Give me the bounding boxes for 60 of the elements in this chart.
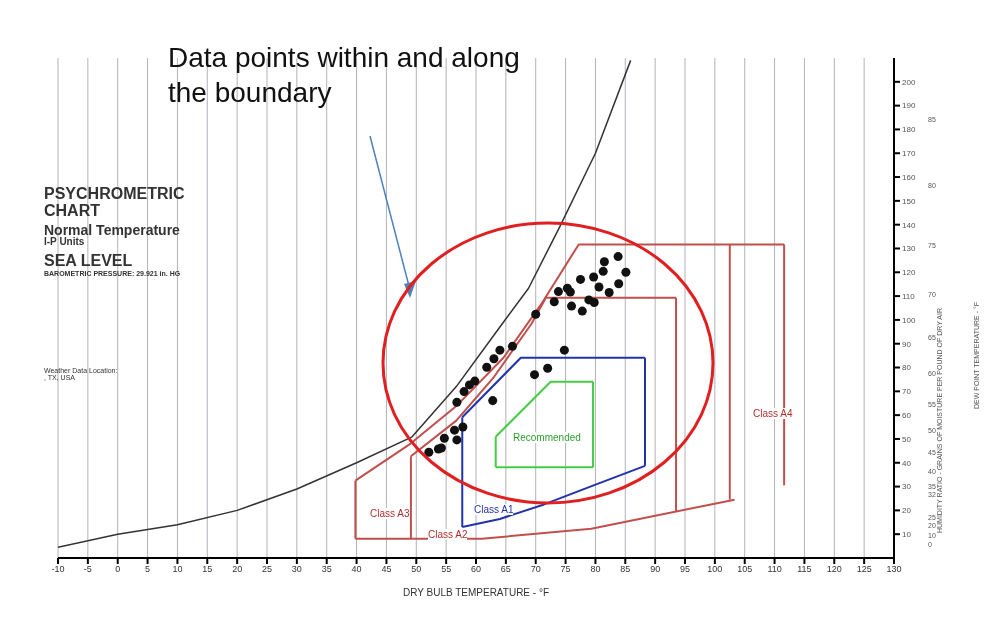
y-tick-label: 140	[902, 220, 916, 230]
y-tick-label: 20	[902, 506, 912, 516]
x-tick-label: 45	[381, 564, 392, 575]
y-tick-label: 80	[902, 363, 912, 373]
y-tick-label: 120	[902, 268, 916, 278]
x-tick-label: 55	[441, 564, 452, 575]
x-tick-label: 85	[620, 564, 631, 575]
text: Normal Temperature	[44, 221, 181, 238]
annotation: Class A3	[370, 508, 410, 519]
y-tick-label: 170	[902, 149, 916, 159]
y-tick-label: 130	[902, 244, 916, 254]
x-tick-label: 115	[797, 564, 812, 575]
x-tick-label: -5	[83, 564, 92, 575]
x-tick-label: 125	[856, 564, 872, 575]
y-tick-label: 190	[902, 101, 916, 111]
x-tick-label: 65	[500, 564, 511, 575]
y-tick-label: 180	[902, 125, 916, 135]
x-tick-label: 110	[767, 564, 782, 575]
annotation: I-P Units	[44, 236, 86, 248]
x-tick-label: 20	[232, 564, 243, 575]
annotation: Class A1	[474, 504, 514, 515]
x-tick-label: 10	[172, 564, 183, 575]
y-tick-label: 30	[902, 482, 912, 492]
y-tick-label: 150	[902, 196, 916, 206]
x-tick-label: 40	[351, 564, 362, 575]
x-tick-label: 120	[826, 564, 842, 575]
x-tick-label: 90	[650, 564, 661, 575]
annotation: Recommended	[513, 432, 581, 443]
y-tick-label: 160	[902, 172, 916, 182]
x-tick-label: 105	[737, 564, 753, 575]
y-tick-label: 10	[902, 530, 912, 540]
y-tick-label: 110	[902, 291, 916, 301]
annotation: SEA LEVEL	[44, 251, 134, 270]
x-tick-label: 70	[530, 564, 541, 575]
x-tick-label: 30	[291, 564, 302, 575]
text: PSYCHROMETRIC CHART	[44, 185, 186, 220]
y-tick-label: 50	[902, 434, 912, 444]
y-tick-label: 100	[902, 315, 916, 325]
x-tick-label: 50	[411, 564, 422, 575]
x-tick-label: 5	[145, 564, 151, 575]
x-tick-label: 15	[202, 564, 213, 575]
y-tick-label: 70	[902, 387, 912, 397]
x-tick-label: 95	[679, 564, 691, 575]
y-tick-label: 200	[902, 77, 916, 87]
x-tick-label: 130	[886, 564, 902, 575]
x-tick-label: -10	[51, 564, 65, 575]
y-tick-label: 40	[902, 458, 912, 468]
x-tick-label: 75	[560, 564, 571, 575]
annotation: Class A2	[428, 529, 468, 540]
x-tick-label: 80	[590, 564, 601, 575]
x-tick-label: 60	[470, 564, 482, 575]
annotation: Class A4	[753, 408, 793, 419]
y-tick-label: 90	[902, 339, 912, 349]
x-tick-label: 25	[261, 564, 273, 575]
x-tick-label: 0	[115, 564, 121, 575]
x-tick-label: 35	[321, 564, 332, 575]
y-tick-label: 60	[902, 410, 912, 420]
x-axis-title: DRY BULB TEMPERATURE - °F	[402, 587, 550, 598]
annotation: Data points within and along the boundary	[168, 41, 521, 110]
x-tick-label: 100	[707, 564, 723, 575]
